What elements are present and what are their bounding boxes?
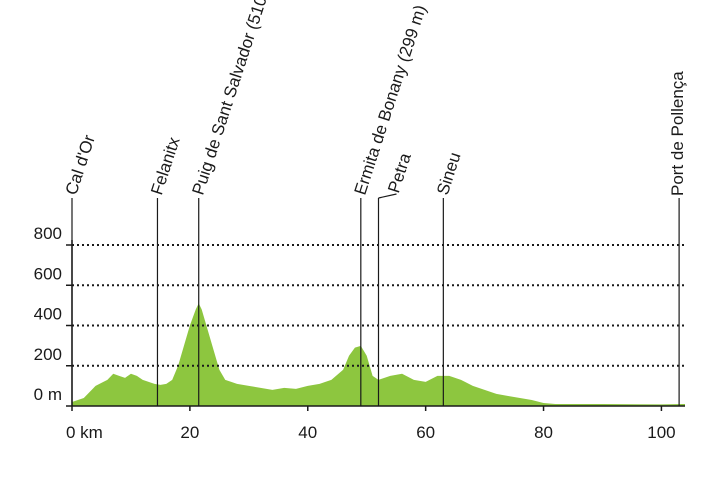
y-tick-label: 200	[34, 345, 62, 364]
y-tick-label: 600	[34, 264, 62, 283]
x-tick-label: 60	[416, 423, 435, 442]
marker-label: Felanitx	[147, 134, 184, 197]
y-tick-label: 400	[34, 305, 62, 324]
marker-leader	[378, 193, 397, 199]
x-tick-label: 80	[534, 423, 553, 442]
x-tick-label: 100	[647, 423, 675, 442]
y-tick-label: 800	[34, 224, 62, 243]
marker-label: Petra	[384, 150, 415, 195]
marker-label: Port de Pollença	[668, 71, 687, 196]
elevation-area	[72, 303, 685, 406]
x-tick-label: 20	[180, 423, 199, 442]
marker-label: Sineu	[433, 150, 465, 197]
marker-label: Cal d'Or	[62, 132, 99, 197]
marker-label: Puig de Sant Salvador (510 m)	[188, 0, 278, 197]
y-tick-label: 0 m	[34, 385, 62, 404]
x-tick-label: 0 km	[66, 423, 103, 442]
x-tick-label: 40	[298, 423, 317, 442]
